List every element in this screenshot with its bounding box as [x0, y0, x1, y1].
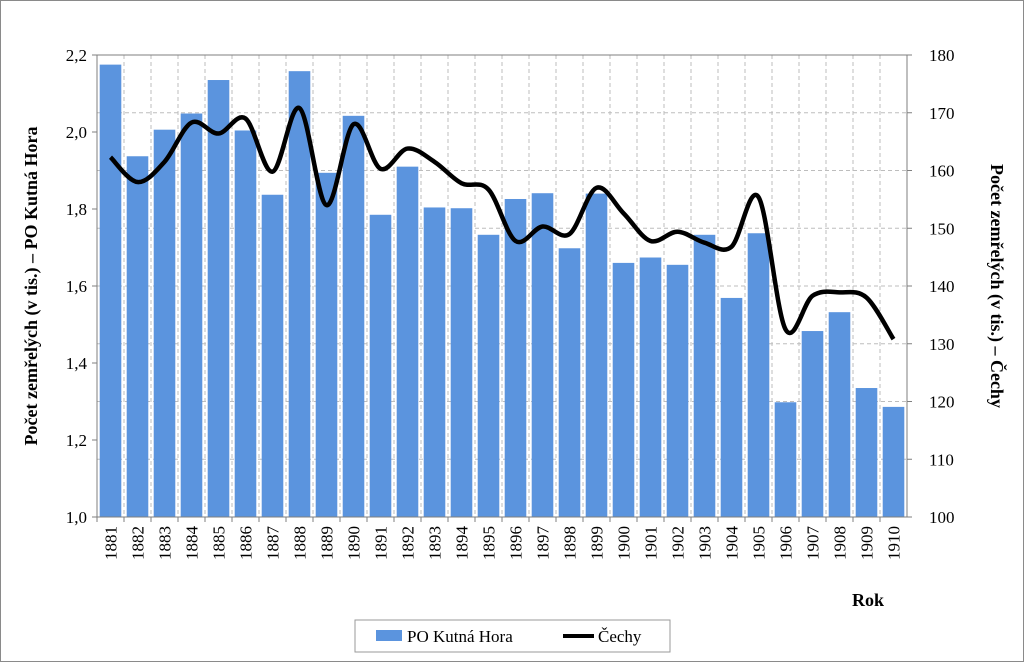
x-axis-label: Rok	[852, 590, 884, 610]
bar-1889	[315, 172, 338, 517]
x-axis-ticks: 1881 1882 1883 1884 1885 1886 1887 1888 1889 1890…	[96, 517, 904, 561]
y-axis-left-label: Počet zemřelých (v tis.) – PO Kutná Hora	[21, 127, 42, 446]
x-tick-label: 1882	[129, 526, 148, 560]
bar-1897	[531, 193, 554, 517]
bar-1906	[774, 402, 797, 517]
bar-1904	[720, 297, 743, 517]
x-tick-label: 1897	[534, 526, 553, 561]
bar-1884	[180, 113, 203, 518]
bar-1903	[693, 234, 716, 518]
legend-label-bar: PO Kutná Hora	[407, 627, 513, 646]
bar-1910	[882, 406, 905, 517]
line-series	[108, 105, 896, 341]
right-axis-ticks: 100 110 120 130 140 150 160 170 180	[907, 46, 955, 527]
x-tick-label: 1889	[318, 526, 337, 560]
bar-1883	[153, 129, 176, 517]
x-tick-label: 1908	[831, 526, 850, 560]
right-tick-label: 150	[929, 219, 955, 238]
bar-1891	[369, 214, 392, 517]
bar-1893	[423, 207, 446, 517]
bar-1892	[396, 166, 419, 517]
right-tick-label: 180	[929, 46, 955, 65]
x-tick-label: 1884	[183, 526, 202, 561]
x-tick-label: 1888	[291, 526, 310, 560]
legend: PO Kutná Hora Čechy	[354, 619, 671, 653]
x-tick-label: 1900	[615, 526, 634, 560]
bar-1894	[450, 208, 473, 518]
left-tick-label: 2,0	[66, 123, 87, 142]
x-tick-label: 1902	[669, 526, 688, 560]
y-axis-right-label: Počet zemřelých (v tis.) – Čechy	[986, 164, 1008, 408]
right-tick-label: 100	[929, 508, 955, 527]
x-tick-label: 1893	[426, 526, 445, 560]
left-tick-label: 1,6	[66, 277, 87, 296]
bar-1902	[666, 264, 689, 517]
x-tick-label: 1898	[561, 526, 580, 560]
bar-1909	[855, 388, 878, 517]
bar-1900	[612, 262, 635, 517]
x-tick-label: 1905	[750, 526, 769, 560]
x-tick-label: 1903	[696, 526, 715, 560]
right-tick-label: 140	[929, 277, 955, 296]
bar-1886	[234, 130, 257, 517]
left-tick-label: 1,2	[66, 431, 87, 450]
bar-1895	[477, 234, 500, 518]
x-tick-label: 1899	[588, 526, 607, 560]
bar-1907	[801, 331, 824, 517]
left-tick-label: 1,0	[66, 508, 87, 527]
x-tick-label: 1896	[507, 526, 526, 560]
right-tick-label: 170	[929, 104, 955, 123]
legend-box	[354, 619, 671, 653]
left-tick-label: 2,2	[66, 46, 87, 65]
left-tick-label: 1,4	[66, 354, 88, 373]
x-tick-label: 1883	[156, 526, 175, 560]
x-tick-label: 1886	[237, 526, 256, 560]
left-tick-label: 1,8	[66, 200, 87, 219]
x-tick-label: 1895	[480, 526, 499, 560]
bar-1885	[207, 80, 230, 518]
bar-1887	[261, 194, 284, 517]
x-tick-label: 1891	[372, 526, 391, 560]
right-tick-label: 120	[929, 393, 955, 412]
x-tick-label: 1885	[210, 526, 229, 560]
bar-1905	[747, 233, 770, 517]
x-tick-label: 1909	[858, 526, 877, 560]
right-tick-label: 110	[929, 450, 954, 469]
bar-1898	[558, 248, 581, 517]
x-tick-label: 1901	[642, 526, 661, 560]
x-tick-label: 1892	[399, 526, 418, 560]
bar-1901	[639, 257, 662, 517]
x-tick-label: 1910	[885, 526, 904, 560]
bar-1890	[342, 115, 365, 517]
right-tick-label: 160	[929, 162, 955, 181]
bar-series	[99, 64, 905, 518]
bar-1908	[828, 312, 851, 517]
bar-1881	[99, 64, 122, 517]
bar-1896	[504, 198, 527, 518]
right-tick-label: 130	[929, 335, 955, 354]
left-axis-ticks: 1,0 1,2 1,4 1,6 1,8 2,0 2,2	[66, 46, 97, 527]
bar-1888	[288, 71, 311, 518]
legend-label-line: Čechy	[598, 627, 642, 646]
x-tick-label: 1907	[804, 526, 823, 561]
x-tick-label: 1906	[777, 526, 796, 560]
x-tick-label: 1887	[264, 526, 283, 561]
bar-1882	[126, 156, 149, 517]
x-tick-label: 1890	[345, 526, 364, 560]
x-tick-label: 1904	[723, 526, 742, 561]
bar-1899	[585, 193, 608, 517]
legend-swatch-bar	[376, 630, 402, 641]
x-tick-label: 1894	[453, 526, 472, 561]
line-cechy	[108, 105, 896, 341]
x-tick-label: 1881	[102, 526, 121, 560]
